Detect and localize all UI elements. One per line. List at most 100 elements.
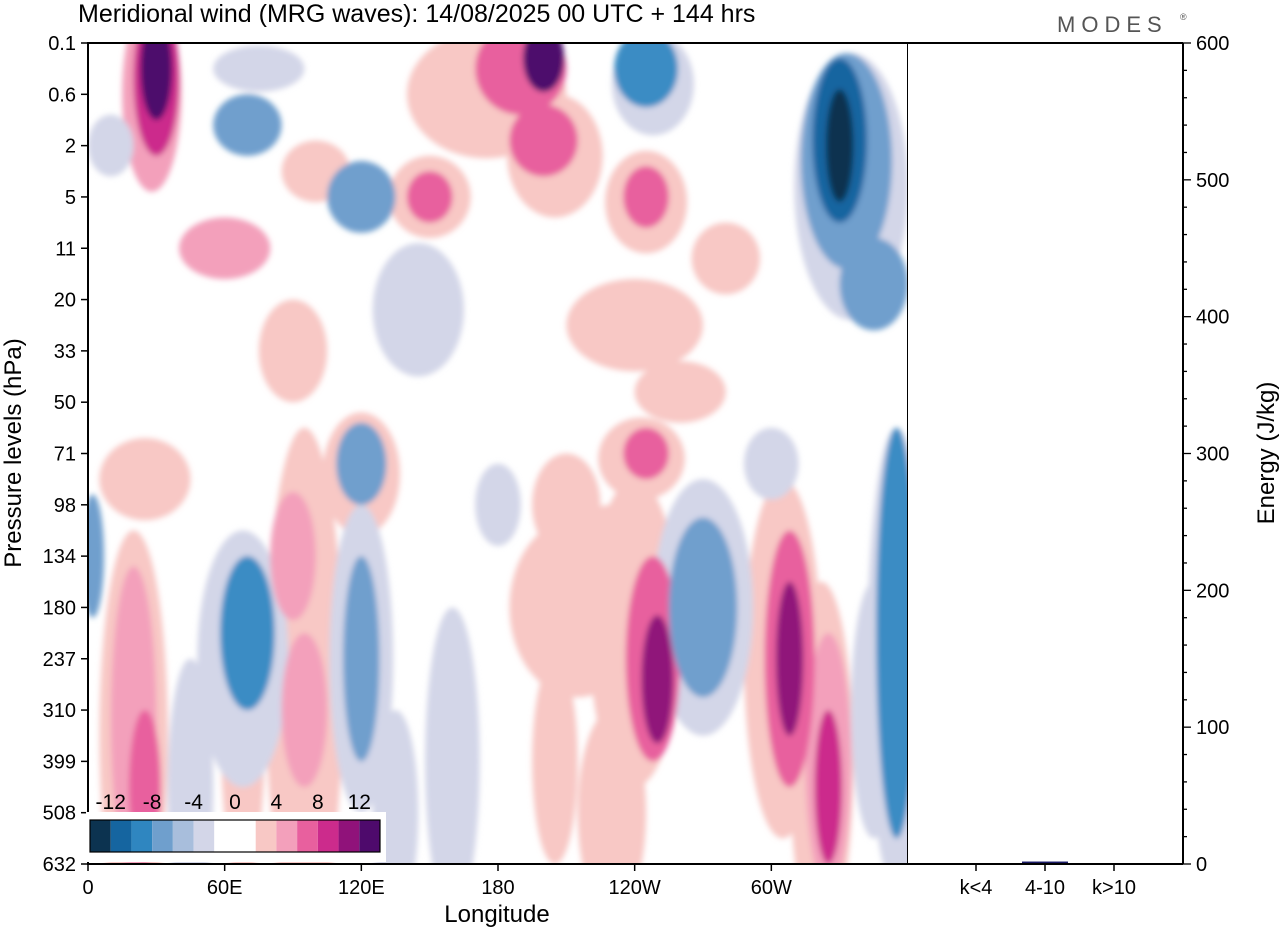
contour-blob bbox=[258, 299, 328, 403]
y-tick-label: 0.6 bbox=[48, 84, 76, 106]
y-axis-right: 0 100 200 300 400 500 600 bbox=[1183, 33, 1229, 876]
contour-blob bbox=[406, 171, 453, 223]
contour-blob bbox=[634, 361, 726, 423]
colorbar-cell bbox=[297, 820, 318, 852]
contour-blob bbox=[641, 615, 674, 744]
colorbar-cell bbox=[90, 820, 111, 852]
y-axis-label: Pressure levels (hPa) bbox=[0, 338, 27, 567]
y-tick-label: 20 bbox=[54, 290, 76, 312]
colorbar-label: 4 bbox=[271, 791, 283, 814]
y-tick-label: 508 bbox=[43, 803, 76, 825]
colorbar-cell bbox=[131, 820, 153, 852]
y-tick-label: 50 bbox=[54, 392, 76, 414]
contour-blob bbox=[140, 43, 173, 120]
x-tick-label: 120E bbox=[338, 877, 385, 899]
colorbar-label: 8 bbox=[312, 791, 324, 814]
contour-blob bbox=[691, 222, 760, 295]
contour-blob bbox=[839, 238, 908, 331]
contour-blob bbox=[475, 463, 521, 546]
contour-blob bbox=[220, 556, 275, 711]
chart-title: Meridional wind (MRG waves): 14/08/2025 … bbox=[78, 0, 755, 28]
y-tick-label: 5 bbox=[65, 187, 76, 209]
y-tick-label: 310 bbox=[43, 700, 76, 722]
colorbar-cell bbox=[235, 820, 256, 852]
x-tick-label: 0 bbox=[82, 877, 93, 899]
x-tick-label: 60W bbox=[751, 877, 792, 899]
colorbar-cell bbox=[172, 820, 194, 852]
colorbar-cell bbox=[255, 820, 277, 852]
plot-area bbox=[88, 43, 908, 864]
y-tick-label: 98 bbox=[54, 495, 76, 517]
colorbar-cell bbox=[193, 820, 215, 852]
contour-field bbox=[88, 43, 908, 864]
contour-blob bbox=[509, 104, 578, 177]
energy-tick-label: 100 bbox=[1196, 717, 1229, 739]
contour-blob bbox=[814, 710, 842, 864]
colorbar-label: 12 bbox=[348, 791, 371, 814]
y-tick-label: 399 bbox=[43, 751, 76, 773]
contour-blob bbox=[327, 161, 396, 233]
contour-blob bbox=[775, 581, 804, 736]
y-tick-label: 33 bbox=[54, 341, 76, 363]
x-tick-label: 60E bbox=[207, 877, 243, 899]
contour-blob bbox=[614, 43, 678, 108]
y-tick-label: 180 bbox=[43, 597, 76, 619]
colorbar-cell bbox=[214, 820, 235, 852]
contour-blob bbox=[99, 438, 191, 521]
x-axis: 0 60E 120E 180 120W 60W bbox=[82, 864, 792, 899]
energy-bar-label: 4-10 bbox=[1025, 877, 1065, 899]
brand-logo: MODES bbox=[1057, 12, 1168, 37]
contour-blob bbox=[281, 633, 328, 788]
energy-tick-label: 200 bbox=[1196, 580, 1229, 602]
contour-blob bbox=[623, 166, 669, 228]
contour-blob bbox=[566, 504, 658, 608]
contour-blob bbox=[566, 279, 703, 372]
energy-bar-label: k>10 bbox=[1092, 877, 1136, 899]
colorbar-cell bbox=[152, 820, 173, 852]
y-tick-label: 134 bbox=[43, 546, 76, 568]
contour-blob bbox=[372, 243, 464, 377]
contour-blob bbox=[826, 89, 854, 202]
contour-blob bbox=[425, 607, 480, 864]
y-tick-label: 71 bbox=[54, 444, 76, 466]
contour-blob bbox=[88, 114, 134, 177]
energy-bar-labels: k<4 4-10 k>10 bbox=[960, 864, 1136, 899]
y-axis-left: 0.1 0.6 2 5 11 20 33 50 71 98 134 180 237 310 399 508 63… bbox=[43, 33, 88, 876]
energy-tick-label: 0 bbox=[1196, 854, 1207, 876]
contour-blob bbox=[343, 556, 380, 762]
energy-tick-label: 400 bbox=[1196, 307, 1229, 329]
contour-blob bbox=[876, 427, 908, 839]
contour-blob bbox=[179, 217, 271, 280]
contour-blob bbox=[523, 43, 565, 92]
y-tick-label: 632 bbox=[43, 854, 76, 876]
x-axis-label: Longitude bbox=[444, 901, 549, 928]
colorbar-frame bbox=[89, 819, 381, 853]
energy-tick-label: 500 bbox=[1196, 170, 1229, 192]
y-tick-label: 237 bbox=[43, 649, 76, 671]
y-tick-label: 0.1 bbox=[48, 33, 76, 55]
brand-trademark-icon: ® bbox=[1180, 12, 1187, 22]
colorbar-cell bbox=[276, 820, 298, 852]
energy-panel bbox=[908, 42, 1184, 865]
contour-blob bbox=[270, 491, 316, 621]
colorbar-label: -4 bbox=[184, 791, 203, 814]
contour-blob bbox=[668, 517, 738, 698]
colorbar-cell bbox=[110, 820, 132, 852]
contour-blob bbox=[336, 422, 387, 505]
x-tick-label: 180 bbox=[481, 877, 514, 899]
colorbar-label: 0 bbox=[229, 791, 241, 814]
colorbar-cell bbox=[317, 820, 339, 852]
contour-blob bbox=[213, 45, 305, 92]
y-tick-label: 2 bbox=[65, 136, 76, 158]
colorbar-cell bbox=[338, 820, 360, 852]
energy-tick-label: 600 bbox=[1196, 33, 1229, 55]
energy-tick-label: 300 bbox=[1196, 444, 1229, 466]
colorbar-cell bbox=[359, 820, 380, 852]
colorbar-label: -12 bbox=[96, 791, 126, 814]
contour-blob bbox=[88, 494, 104, 618]
y2-axis-label: Energy (J/kg) bbox=[1253, 382, 1280, 525]
energy-bar-label: k<4 bbox=[960, 877, 993, 899]
contour-blob bbox=[744, 427, 799, 500]
colorbar-label: -8 bbox=[143, 791, 162, 814]
